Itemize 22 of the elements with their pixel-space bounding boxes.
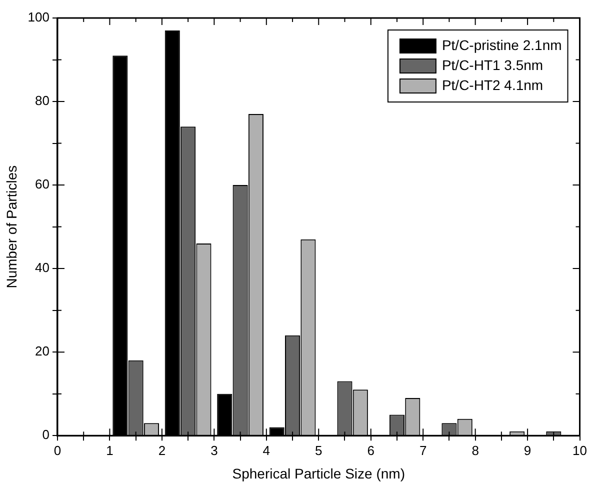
x-tick-label: 0 [54, 442, 62, 458]
legend-label: Pt/C-pristine 2.1nm [442, 36, 562, 53]
x-tick-label: 8 [472, 442, 479, 458]
y-tick-label: 100 [28, 10, 50, 25]
legend-label: Pt/C-HT1 3.5nm [442, 56, 544, 73]
x-tick-label: 2 [158, 442, 166, 458]
x-tick-label: 1 [106, 442, 114, 458]
x-axis-title: Spherical Particle Size (nm) [232, 465, 405, 482]
y-tick-label: 0 [42, 427, 50, 442]
y-tick-label: 20 [35, 344, 50, 359]
x-tick-label: 5 [315, 442, 322, 458]
legend-label: Pt/C-HT2 4.1nm [442, 76, 544, 93]
y-axis-title: Number of Particles [3, 165, 20, 288]
x-tick-label: 10 [572, 442, 588, 458]
y-tick-label: 40 [35, 260, 50, 276]
x-tick-label: 6 [367, 442, 374, 458]
x-tick-label: 3 [210, 442, 218, 458]
x-tick-label: 7 [419, 442, 427, 458]
y-tick-label: 60 [35, 176, 50, 192]
x-tick-label: 9 [524, 442, 532, 458]
y-tick-label: 80 [35, 93, 50, 108]
x-tick-label: 4 [262, 442, 270, 458]
